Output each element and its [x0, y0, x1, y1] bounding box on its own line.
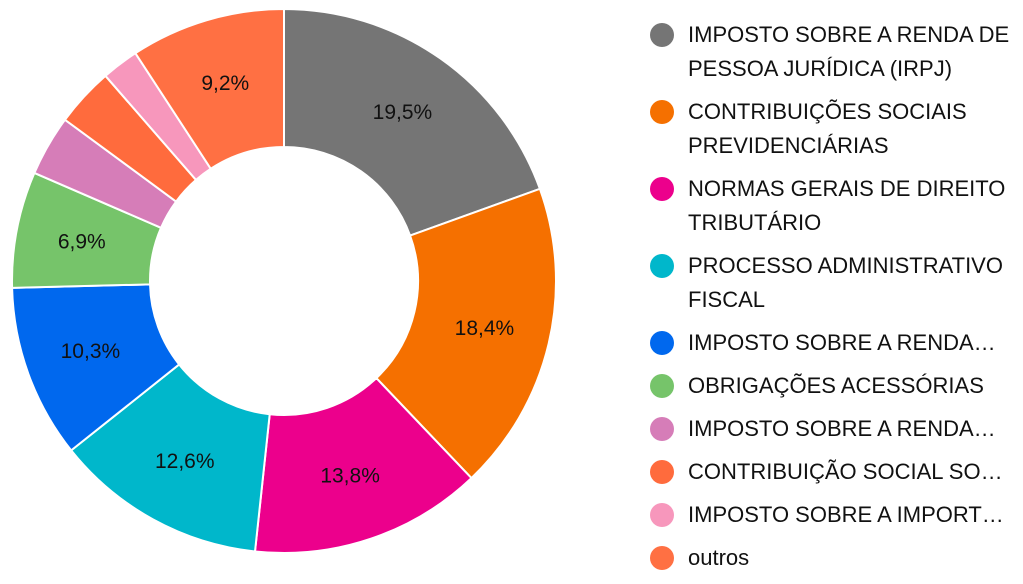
legend-item-1: CONTRIBUIÇÕES SOCIAIS PREVIDENCIÁRIAS	[650, 95, 1020, 163]
legend-label-5: OBRIGAÇÕES ACESSÓRIAS	[688, 373, 984, 398]
legend-item-3: PROCESSO ADMINISTRATIVO FISCAL	[650, 249, 1020, 317]
slice-2	[253, 376, 473, 554]
legend-swatch-3	[650, 254, 674, 278]
slice-label-4: 10,3%	[61, 340, 121, 363]
legend-item-2: NORMAS GERAIS DE DIREITO TRIBUTÁRIO	[650, 172, 1020, 240]
legend-item-6: IMPOSTO SOBRE A RENDA…	[650, 412, 1020, 446]
legend: IMPOSTO SOBRE A RENDA DE PESSOA JURÍDICA…	[650, 18, 1020, 584]
slice-label-1: 18,4%	[455, 317, 515, 340]
legend-label-8: IMPOSTO SOBRE A IMPORT…	[688, 502, 1004, 527]
legend-item-5: OBRIGAÇÕES ACESSÓRIAS	[650, 369, 1020, 403]
legend-label-6: IMPOSTO SOBRE A RENDA…	[688, 416, 996, 441]
slice-labels-group: 19,5% 18,4% 13,8% 12,6% 10,3% 6,9% 9,2%	[58, 72, 514, 488]
donut-chart: 19,5% 18,4% 13,8% 12,6% 10,3% 6,9% 9,2%	[11, 7, 557, 554]
legend-swatch-8	[650, 503, 674, 527]
legend-item-9: outros	[650, 541, 1020, 575]
slice-label-5: 6,9%	[58, 230, 106, 253]
legend-label-0: IMPOSTO SOBRE A RENDA DE PESSOA JURÍDICA…	[688, 22, 1010, 81]
slice-label-0: 19,5%	[373, 101, 433, 124]
legend-label-2: NORMAS GERAIS DE DIREITO TRIBUTÁRIO	[688, 176, 1006, 235]
legend-swatch-6	[650, 417, 674, 441]
slice-label-9: 9,2%	[201, 72, 249, 95]
legend-label-9: outros	[688, 545, 750, 570]
legend-label-7: CONTRIBUIÇÃO SOCIAL SO…	[688, 459, 1003, 484]
legend-swatch-0	[650, 23, 674, 47]
slice-label-3: 12,6%	[155, 450, 215, 473]
legend-swatch-1	[650, 100, 674, 124]
legend-label-1: CONTRIBUIÇÕES SOCIAIS PREVIDENCIÁRIAS	[688, 99, 967, 158]
legend-label-4: IMPOSTO SOBRE A RENDA…	[688, 330, 996, 355]
legend-swatch-7	[650, 460, 674, 484]
legend-item-8: IMPOSTO SOBRE A IMPORT…	[650, 498, 1020, 532]
slice-1	[374, 187, 557, 480]
legend-swatch-4	[650, 331, 674, 355]
legend-swatch-2	[650, 177, 674, 201]
legend-item-7: CONTRIBUIÇÃO SOCIAL SO…	[650, 455, 1020, 489]
legend-swatch-9	[650, 546, 674, 570]
legend-item-4: IMPOSTO SOBRE A RENDA…	[650, 326, 1020, 360]
slices-group	[11, 7, 557, 554]
legend-item-0: IMPOSTO SOBRE A RENDA DE PESSOA JURÍDICA…	[650, 18, 1020, 86]
legend-label-3: PROCESSO ADMINISTRATIVO FISCAL	[688, 253, 1003, 312]
legend-swatch-5	[650, 374, 674, 398]
slice-0	[283, 7, 542, 237]
slice-label-2: 13,8%	[320, 465, 380, 488]
slice-9	[133, 7, 285, 171]
